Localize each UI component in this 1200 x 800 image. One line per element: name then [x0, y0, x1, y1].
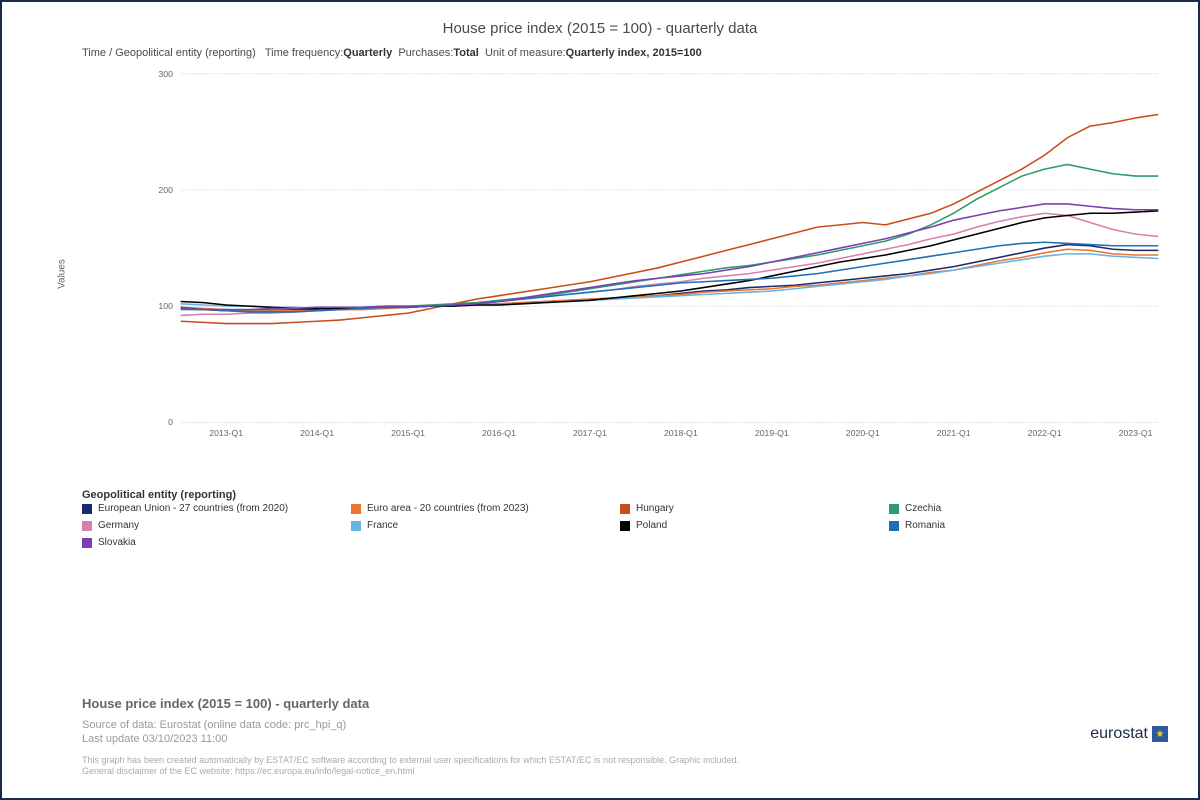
legend-swatch — [82, 504, 92, 514]
svg-text:2019-Q1: 2019-Q1 — [755, 428, 789, 438]
series-line — [181, 164, 1159, 309]
legend-title: Geopolitical entity (reporting) — [82, 489, 1178, 501]
legend-swatch — [889, 521, 899, 531]
legend-label: Czechia — [905, 503, 941, 514]
eurostat-logo: eurostat ★ — [1090, 725, 1168, 743]
legend-swatch — [620, 504, 630, 514]
y-axis-label: Values — [56, 259, 67, 289]
legend-item: France — [351, 518, 620, 533]
svg-text:200: 200 — [158, 185, 173, 195]
legend-label: Slovakia — [98, 537, 136, 548]
subtitle-field-value: Total — [453, 47, 478, 59]
footer: House price index (2015 = 100) - quarter… — [82, 696, 1168, 778]
svg-text:2014-Q1: 2014-Q1 — [300, 428, 334, 438]
series-line — [181, 254, 1159, 309]
legend-label: Hungary — [636, 503, 674, 514]
svg-text:2023-Q1: 2023-Q1 — [1119, 428, 1153, 438]
legend-swatch — [889, 504, 899, 514]
svg-text:2015-Q1: 2015-Q1 — [391, 428, 425, 438]
chart-subtitle: Time / Geopolitical entity (reporting) T… — [82, 47, 1178, 59]
legend-label: France — [367, 520, 398, 531]
footer-disclaimer: This graph has been created automaticall… — [82, 755, 1168, 778]
legend-item: Slovakia — [82, 535, 351, 550]
subtitle-field-value: Quarterly — [343, 47, 392, 59]
footer-title: House price index (2015 = 100) - quarter… — [82, 696, 1168, 711]
legend-label: Euro area - 20 countries (from 2023) — [367, 503, 529, 514]
legend-swatch — [620, 521, 630, 531]
line-chart-svg: 0 100 200 300 2013-Q1 2014-Q1 2015-Q1 2016-Q1 20… — [142, 69, 1168, 446]
legend-item: Euro area - 20 countries (from 2023) — [351, 501, 620, 516]
legend-label: Romania — [905, 520, 945, 531]
chart-title: House price index (2015 = 100) - quarter… — [22, 20, 1178, 37]
logo-text: eurostat — [1090, 725, 1148, 743]
svg-text:100: 100 — [158, 301, 173, 311]
svg-text:300: 300 — [158, 69, 173, 79]
subtitle-prefix: Time / Geopolitical entity (reporting) — [82, 47, 256, 59]
subtitle-field-value: Quarterly index, 2015=100 — [566, 47, 702, 59]
legend-swatch — [82, 521, 92, 531]
svg-text:2018-Q1: 2018-Q1 — [664, 428, 698, 438]
svg-text:2021-Q1: 2021-Q1 — [937, 428, 971, 438]
logo-icon: ★ — [1152, 726, 1168, 742]
footer-updated: Last update 03/10/2023 11:00 — [82, 733, 1168, 745]
svg-text:0: 0 — [168, 417, 173, 427]
svg-text:2020-Q1: 2020-Q1 — [846, 428, 880, 438]
footer-source: Source of data: Eurostat (online data co… — [82, 719, 1168, 731]
legend-item: Germany — [82, 518, 351, 533]
chart-area: Values 01002003002013-Q12014-Q12015-Q120… — [82, 69, 1168, 479]
legend-item: Hungary — [620, 501, 889, 516]
legend-item: Poland — [620, 518, 889, 533]
legend-swatch — [351, 504, 361, 514]
svg-text:2013-Q1: 2013-Q1 — [209, 428, 243, 438]
subtitle-field-label: Purchases: — [398, 47, 453, 59]
series-line — [181, 249, 1159, 311]
legend-swatch — [82, 538, 92, 548]
legend-label: European Union - 27 countries (from 2020… — [98, 503, 288, 514]
legend-swatch — [351, 521, 361, 531]
svg-text:2022-Q1: 2022-Q1 — [1028, 428, 1062, 438]
legend-item: Czechia — [889, 501, 1158, 516]
subtitle-field-label: Time frequency: — [265, 47, 343, 59]
legend-label: Germany — [98, 520, 139, 531]
svg-text:2017-Q1: 2017-Q1 — [573, 428, 607, 438]
legend-label: Poland — [636, 520, 667, 531]
legend: European Union - 27 countries (from 2020… — [82, 501, 1158, 550]
subtitle-field-label: Unit of measure: — [485, 47, 566, 59]
svg-text:2016-Q1: 2016-Q1 — [482, 428, 516, 438]
chart-container: House price index (2015 = 100) - quarter… — [0, 0, 1200, 800]
legend-item: Romania — [889, 518, 1158, 533]
legend-item: European Union - 27 countries (from 2020… — [82, 501, 351, 516]
